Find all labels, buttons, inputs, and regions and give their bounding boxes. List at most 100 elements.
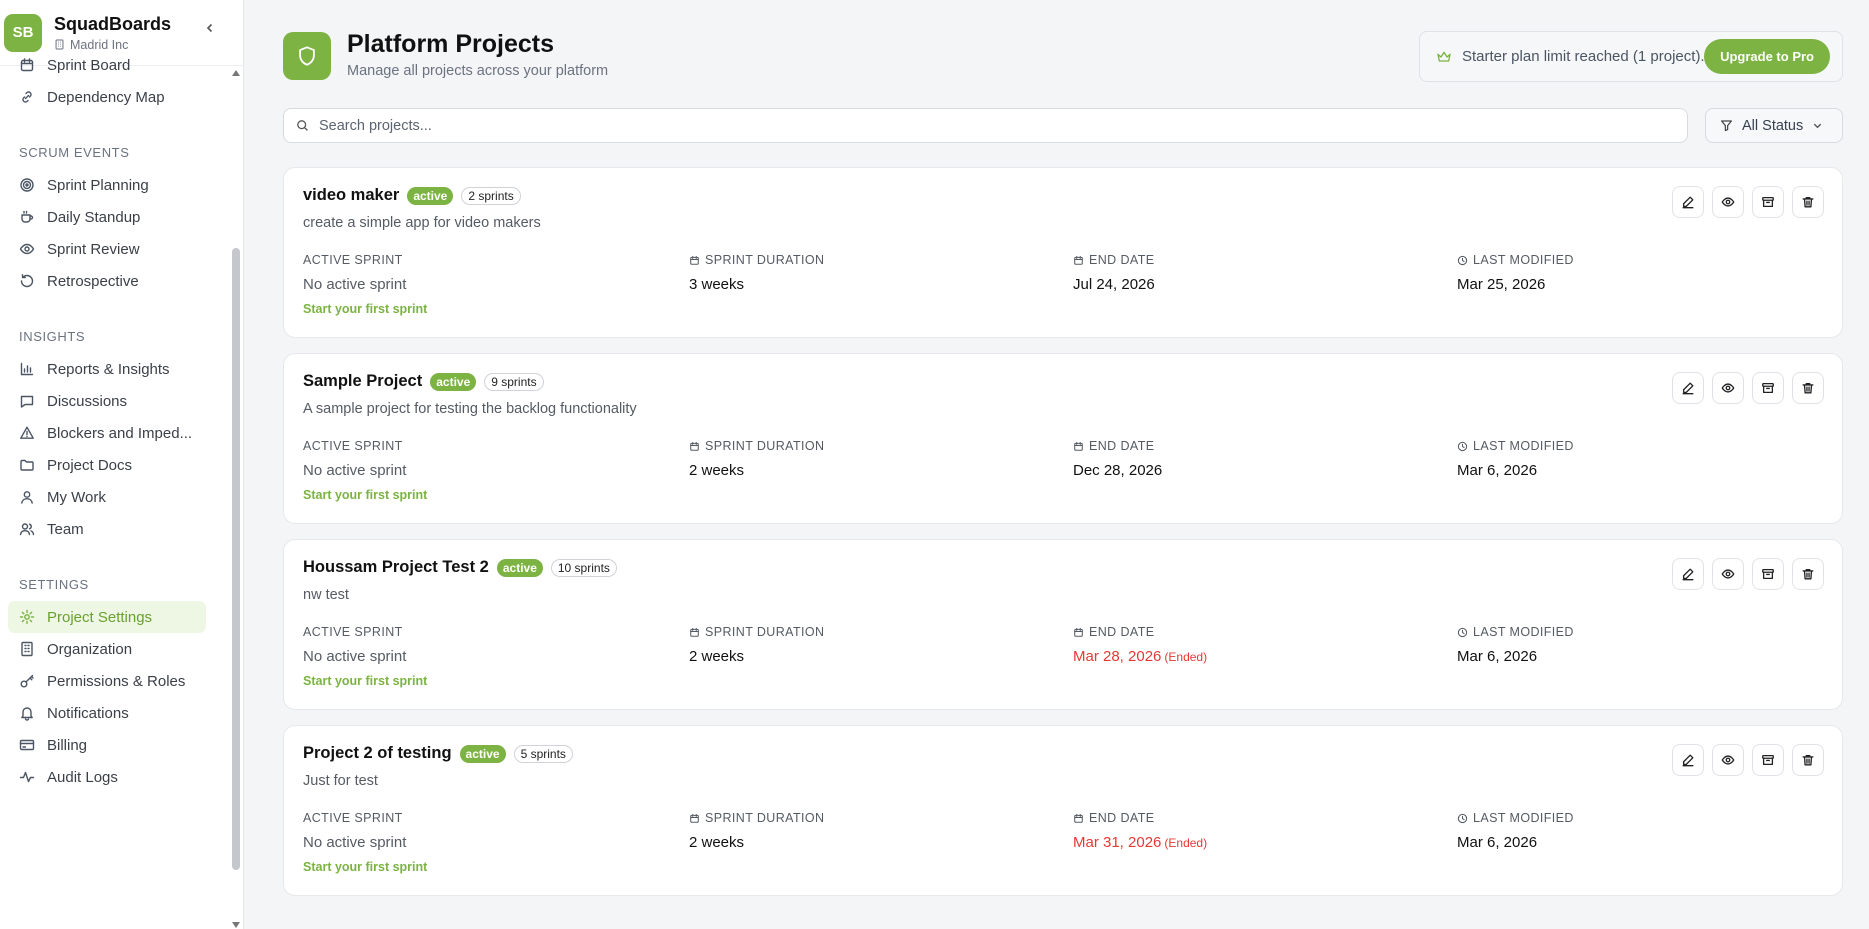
column-label: SPRINT DURATION [689,811,824,825]
project-name[interactable]: Sample Project [303,372,423,390]
scroll-down-arrow[interactable] [232,922,240,928]
start-first-sprint-link[interactable]: Start your first sprint [303,302,428,316]
sidebar-item-label: Billing [47,736,88,754]
status-badge: active [496,558,543,577]
start-first-sprint-link[interactable]: Start your first sprint [303,488,428,502]
sidebar-section-insights: INSIGHTS [19,329,86,344]
view-project-button[interactable] [1712,744,1744,776]
column-label-text: END DATE [1089,625,1155,639]
view-project-button[interactable] [1712,558,1744,590]
sidebar-item-my-work[interactable]: My Work [8,481,206,513]
sidebar-item-label: Permissions & Roles [47,672,186,690]
upgrade-to-pro-button[interactable]: Upgrade to Pro [1704,39,1830,74]
plan-limit-text: Starter plan limit reached (1 project). [1462,48,1705,65]
start-first-sprint-link[interactable]: Start your first sprint [303,674,428,688]
sidebar-item-sprint-review[interactable]: Sprint Review [8,233,206,265]
view-project-button[interactable] [1712,186,1744,218]
sidebar-scrollbar[interactable] [229,66,243,929]
sidebar-item-notifications[interactable]: Notifications [8,697,206,729]
column-label: END DATE [1073,625,1207,639]
scroll-thumb[interactable] [232,248,240,870]
archive-icon [1762,196,1774,208]
edit-icon [1682,568,1694,581]
users-icon [19,523,35,536]
crown-icon [1437,51,1451,62]
column-active-sprint: ACTIVE SPRINT No active sprint Start your … [303,625,427,688]
sidebar-item-organization[interactable]: Organization [8,633,206,665]
column-end-date: END DATE Mar 28, 2026 (Ended) [1073,625,1207,665]
clock-icon [1457,441,1468,451]
sidebar-item-discussions[interactable]: Discussions [8,385,206,417]
sidebar-item-label: Project Docs [47,456,133,474]
archive-project-button[interactable] [1752,744,1784,776]
delete-project-button[interactable] [1792,744,1824,776]
sprint-count-badge: 5 sprints [513,744,573,763]
sidebar-item-billing[interactable]: Billing [8,729,206,761]
edit-project-button[interactable] [1672,372,1704,404]
end-date-text: Mar 31, 2026 [1073,834,1162,851]
sidebar-item-retrospective[interactable]: Retrospective [8,265,206,297]
link-icon [22,91,32,103]
project-name[interactable]: video maker [303,186,400,204]
column-active-sprint: ACTIVE SPRINT No active sprint Start your … [303,253,427,316]
project-description: create a simple app for video makers [303,215,541,231]
sidebar-item-sprint-planning[interactable]: Sprint Planning [8,169,206,201]
sidebar-item-blockers-and-imped[interactable]: Blockers and Imped... [8,417,206,449]
column-label-text: LAST MODIFIED [1473,625,1574,639]
ended-label: (Ended) [1164,650,1208,664]
search-input[interactable] [319,117,1619,134]
sidebar-item-reports-and-insights[interactable]: Reports & Insights [8,353,206,385]
eye-icon [19,243,35,255]
project-card[interactable]: video maker active 2 sprints create a simpl… [283,167,1843,338]
key-icon [20,674,34,688]
column-label-text: ACTIVE SPRINT [303,439,403,453]
project-actions [1672,372,1824,404]
brand-name: SquadBoards [54,13,172,34]
calendar-icon [690,441,699,451]
edit-project-button[interactable] [1672,558,1704,590]
brand-logo: SB [4,13,42,52]
edit-project-button[interactable] [1672,186,1704,218]
delete-project-button[interactable] [1792,186,1824,218]
sidebar-item-label: Dependency Map [47,88,165,106]
delete-project-button[interactable] [1792,558,1824,590]
activity-icon [19,771,35,783]
column-active-sprint: ACTIVE SPRINT No active sprint Start your … [303,811,427,874]
sidebar-item-project-settings[interactable]: Project Settings [8,601,206,633]
credit-card-icon [19,739,35,751]
collapse-sidebar-button[interactable] [200,18,220,38]
org-name: Madrid Inc [70,37,129,52]
sidebar-item-dependency-map[interactable]: Dependency Map [8,81,206,113]
project-card[interactable]: Houssam Project Test 2 active 10 sprints nw… [283,539,1843,710]
project-card[interactable]: Sample Project active 9 sprints A sample pr… [283,353,1843,524]
sidebar-item-permissions-and-roles[interactable]: Permissions & Roles [8,665,206,697]
sidebar-item-label: Project Settings [47,608,153,626]
rotate-icon [20,274,34,288]
sidebar-item-daily-standup[interactable]: Daily Standup [8,201,206,233]
scroll-up-arrow[interactable] [232,70,240,76]
sidebar-item-sprint-board[interactable]: Sprint Board [8,49,206,81]
project-name[interactable]: Houssam Project Test 2 [303,558,489,576]
column-last-modified: LAST MODIFIED Mar 25, 2026 [1457,253,1574,293]
chevron-down-icon [1814,123,1822,129]
start-first-sprint-link[interactable]: Start your first sprint [303,860,428,874]
column-sprint-duration: SPRINT DURATION 3 weeks [689,253,824,293]
delete-project-button[interactable] [1792,372,1824,404]
project-name[interactable]: Project 2 of testing [303,744,452,762]
edit-project-button[interactable] [1672,744,1704,776]
sidebar-item-project-docs[interactable]: Project Docs [8,449,206,481]
sidebar-item-label: Sprint Planning [47,176,149,194]
status-filter-dropdown[interactable]: All Status [1705,108,1843,143]
sprint-count-badge: 2 sprints [461,186,521,205]
org-switcher[interactable]: Madrid Inc [54,38,171,52]
sprint-duration-value: 2 weeks [689,834,745,851]
view-project-button[interactable] [1712,372,1744,404]
project-card[interactable]: Project 2 of testing active 5 sprints Just … [283,725,1843,896]
column-label: ACTIVE SPRINT [303,625,427,639]
archive-project-button[interactable] [1752,372,1784,404]
archive-project-button[interactable] [1752,186,1784,218]
archive-project-button[interactable] [1752,558,1784,590]
archive-icon [1762,568,1774,580]
sidebar-item-audit-logs[interactable]: Audit Logs [8,761,206,793]
sidebar-item-team[interactable]: Team [8,513,206,545]
